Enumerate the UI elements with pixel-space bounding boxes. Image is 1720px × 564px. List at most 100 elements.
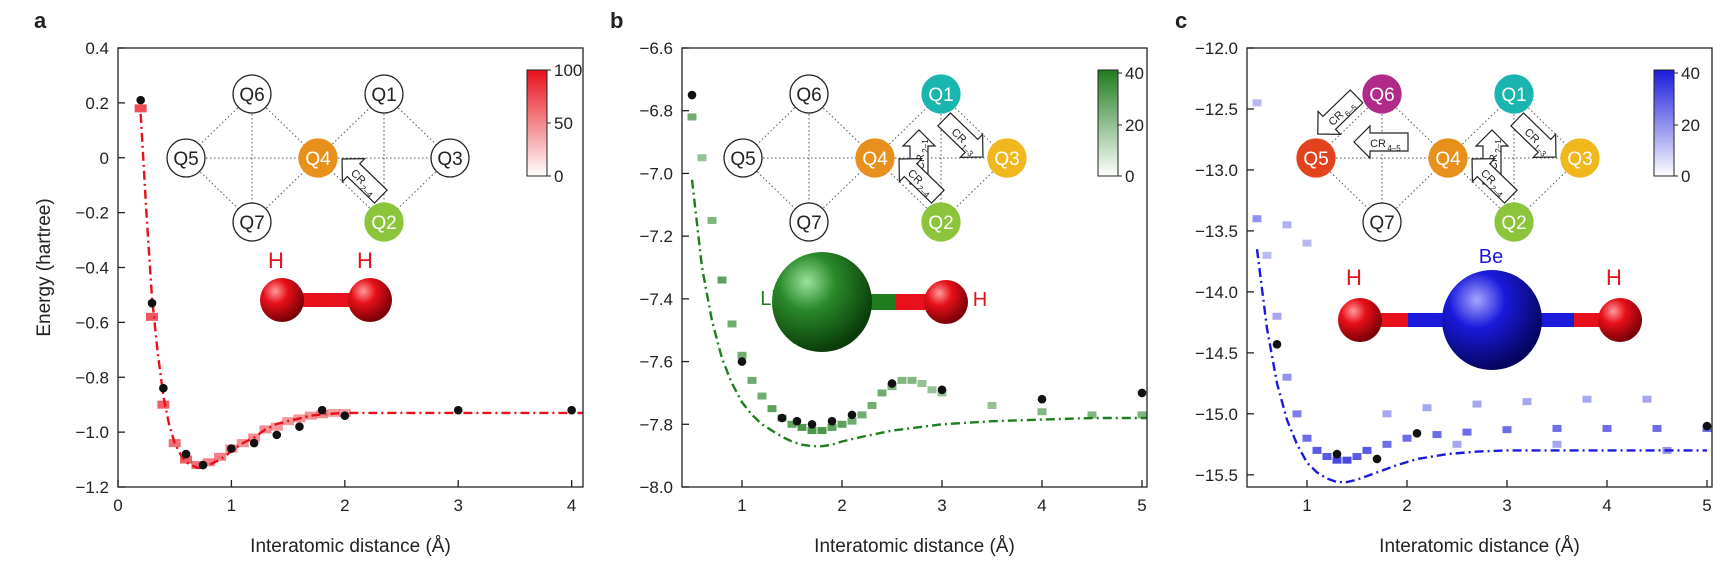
qubit-node-q6 — [1362, 74, 1402, 114]
heatmap-cell — [1282, 373, 1292, 381]
heatmap-cell — [1502, 426, 1512, 434]
colorbar-tick-label: 20 — [1125, 116, 1144, 135]
heatmap-cell — [1302, 434, 1312, 442]
colorbar-tick-label: 0 — [1125, 167, 1134, 186]
atom-h — [924, 280, 968, 324]
bond — [896, 294, 930, 310]
cr-gate-arrow: CR6–5 — [1317, 89, 1364, 135]
heatmap-cell — [1252, 99, 1262, 107]
heatmap-cell — [1037, 408, 1047, 416]
qubit-node-q1 — [1494, 74, 1534, 114]
y-tick-label: −15.5 — [1195, 466, 1238, 485]
panel-c: 1 2 3 4 5 −12.0 −12.5 −13.0 −13.5 −14.0 −14.5 −15.0… — [1175, 8, 1713, 557]
heatmap-cell — [847, 417, 857, 425]
y-tick-label: 0 — [100, 149, 109, 168]
atom-li — [772, 252, 872, 352]
exact-energy-curve — [690, 179, 1147, 448]
y-tick-label: −0.8 — [75, 368, 109, 387]
data-point — [827, 416, 837, 426]
y-tick-label: −7.0 — [639, 164, 673, 183]
heatmap-cell — [1422, 404, 1432, 412]
qubit-label: Q5 — [730, 149, 755, 170]
y-tick-label: −12.0 — [1195, 39, 1238, 58]
cr-gate-label-group: CR 4–5 — [1370, 138, 1401, 153]
data-point — [1137, 388, 1147, 398]
x-tick-label: 2 — [837, 496, 846, 515]
colorbar-tick-label: 50 — [554, 114, 573, 133]
cr-gate-arrow: CR1–3 — [937, 112, 984, 159]
data-point — [1702, 421, 1712, 431]
heatmap-cell — [767, 405, 777, 413]
heatmap-cell — [987, 401, 997, 409]
cr-gate-label: CR — [1370, 138, 1386, 150]
arrow-icon — [1353, 124, 1409, 160]
x-tick-label: 2 — [1402, 496, 1411, 515]
data-point — [847, 410, 857, 420]
y-tick-label: 0.4 — [85, 39, 109, 58]
heatmap-cell — [1252, 215, 1262, 223]
heatmap-cell — [180, 455, 193, 464]
qubit-node-q7 — [789, 202, 829, 242]
heatmap-cell — [737, 351, 747, 359]
x-axis-label: Interatomic distance (Å) — [814, 536, 1015, 557]
x-tick-label: 3 — [1502, 496, 1511, 515]
arrow-icon — [1317, 89, 1364, 135]
colorbar-tick-label: 40 — [1681, 64, 1700, 83]
heatmap-cell — [1652, 424, 1662, 432]
arrow-icon — [1510, 112, 1557, 158]
heatmap-cell — [827, 423, 837, 431]
qubit-node-q7 — [1362, 202, 1402, 242]
y-tick-label: −1.0 — [75, 423, 109, 442]
y-tick-label: −13.0 — [1195, 161, 1238, 180]
heatmap-cell — [191, 461, 204, 470]
heatmap-cell — [687, 113, 697, 121]
cr-gate-arrow: CR2–4 — [1471, 158, 1518, 204]
qubit-label: Q2 — [928, 213, 953, 234]
data-point — [1372, 454, 1382, 464]
qubit-node-q5 — [1296, 138, 1336, 178]
bond — [282, 293, 370, 307]
data-point — [737, 357, 747, 366]
data-point — [1412, 429, 1422, 438]
cr-gate-arrow: CR 4–5 — [1353, 124, 1409, 160]
heatmap-cell — [304, 411, 317, 420]
x-tick-label: 1 — [227, 496, 236, 515]
heatmap-cell — [837, 420, 847, 428]
data-point — [181, 449, 191, 459]
heatmap-cell — [807, 427, 817, 435]
qubit-label: Q4 — [862, 149, 888, 170]
x-tick-label: 4 — [1037, 496, 1046, 515]
colorbar-tick-label: 0 — [554, 167, 563, 186]
data-point — [807, 419, 817, 429]
heatmap-cell — [1332, 456, 1342, 464]
heatmap-cell — [877, 389, 887, 397]
heatmap-cell — [1292, 410, 1302, 418]
y-tick-label: −12.5 — [1195, 100, 1238, 119]
cr-gate-arrow: CR1–3 — [1510, 112, 1557, 159]
y-tick-label: −15.0 — [1195, 405, 1238, 424]
exact-energy-curve — [1255, 249, 1707, 484]
x-tick-label: 4 — [1602, 496, 1611, 515]
data-point — [340, 411, 350, 420]
heatmap-cell — [717, 276, 727, 284]
y-tick-label: −0.6 — [75, 313, 109, 332]
heatmap-cell — [134, 104, 147, 113]
atom-h — [1338, 298, 1382, 342]
data-point — [687, 90, 697, 100]
qubit-label: Q3 — [437, 149, 462, 170]
y-tick-label: −14.5 — [1195, 344, 1238, 363]
data-point — [317, 405, 327, 415]
heatmap-cell — [697, 154, 707, 162]
x-tick-label: 0 — [113, 496, 122, 515]
heatmap-cell — [727, 320, 737, 328]
heatmap-cell — [707, 216, 717, 224]
x-tick-label: 4 — [567, 496, 576, 515]
heatmap-cell — [1642, 395, 1652, 403]
qubit-label: Q4 — [1435, 149, 1461, 170]
bond — [1574, 313, 1604, 327]
cr-gate-subscript: 2–1 — [921, 139, 930, 153]
heatmap-cell — [1452, 440, 1462, 448]
y-axis-label: Energy (hartree) — [34, 198, 55, 336]
exact-energy-curve — [139, 113, 583, 469]
axes-frame — [1246, 47, 1713, 488]
